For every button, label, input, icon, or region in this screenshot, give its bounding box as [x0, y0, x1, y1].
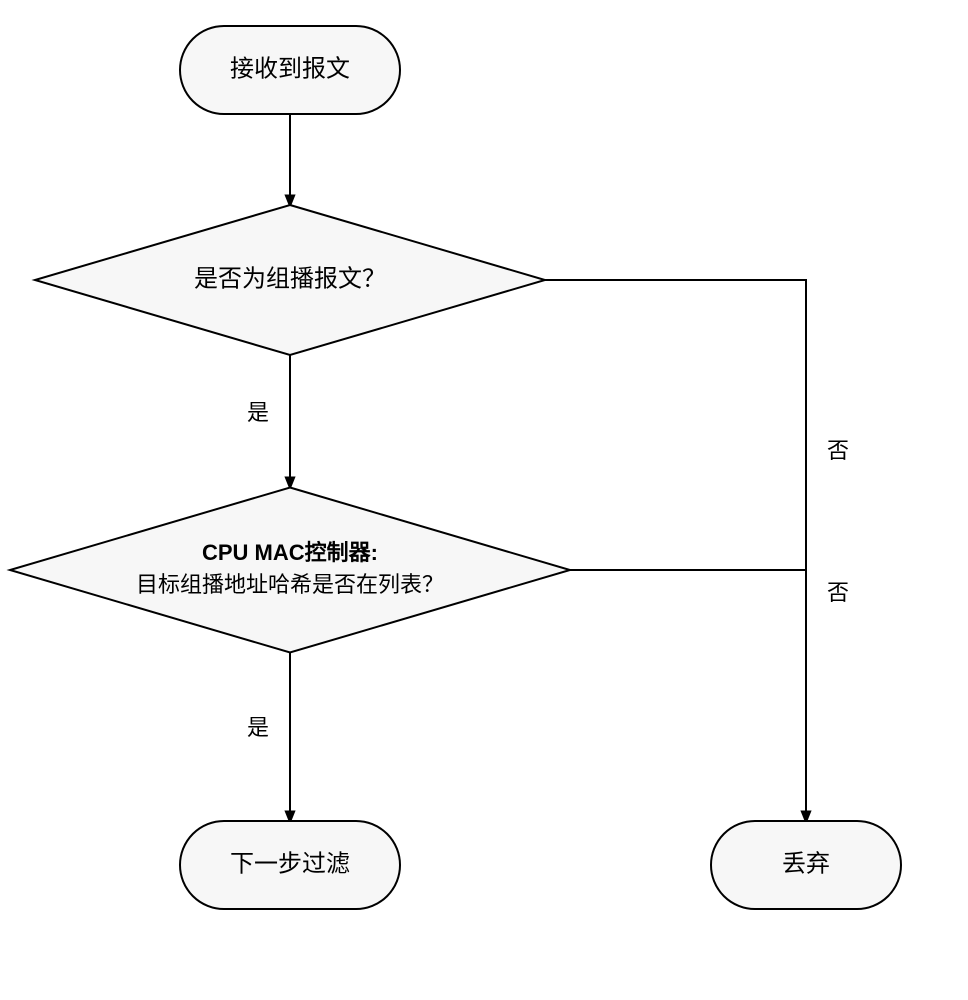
node-text-next: 下一步过滤 — [230, 850, 350, 877]
edge-e4 — [545, 280, 806, 821]
node-discard: 丢弃 — [711, 821, 901, 909]
edge-label-e2: 是 — [247, 400, 269, 425]
node-d2: CPU MAC控制器: 目标组播地址哈希是否在列表？ — [10, 488, 570, 653]
node-text-start: 接收到报文 — [230, 55, 350, 82]
node-next: 下一步过滤 — [180, 821, 400, 909]
edge-label-e4: 否 — [827, 438, 849, 463]
node-d1: 是否为组播报文？ — [35, 205, 545, 355]
node-text-discard: 丢弃 — [782, 850, 830, 877]
node-start: 接收到报文 — [180, 26, 400, 114]
node-text-d2: 目标组播地址哈希是否在列表？ — [136, 572, 444, 597]
node-text-d2: CPU MAC控制器: — [202, 540, 378, 565]
node-text-d1: 是否为组播报文？ — [194, 265, 386, 292]
edge-label-e3: 是 — [247, 715, 269, 740]
edge-label-e5: 否 — [827, 580, 849, 605]
